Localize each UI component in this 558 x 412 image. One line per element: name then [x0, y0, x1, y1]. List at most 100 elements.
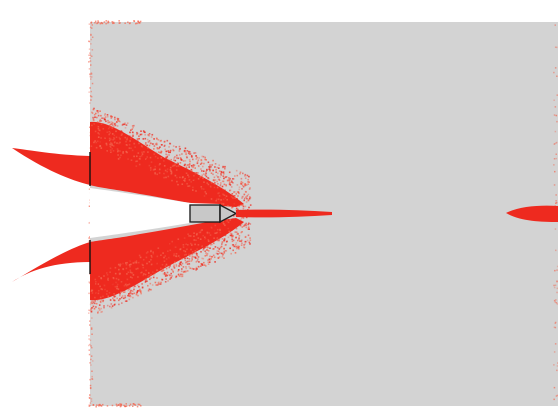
debris-particle [155, 265, 158, 267]
debris-particle [190, 168, 193, 171]
debris-particle [149, 155, 152, 157]
debris-particle [92, 117, 95, 120]
debris-particle [172, 145, 175, 147]
debris-particle [102, 141, 104, 143]
debris-particle [237, 233, 239, 235]
debris-particle [157, 139, 160, 141]
debris-particle [125, 271, 128, 273]
debris-particle [97, 312, 99, 314]
debris-particle [172, 256, 174, 258]
debris-particle [170, 248, 173, 250]
debris-particle [183, 173, 186, 176]
debris-particle [95, 292, 98, 295]
debris-particle [89, 320, 91, 322]
debris-particle [204, 255, 207, 257]
debris-particle [164, 275, 167, 277]
debris-particle [149, 167, 152, 169]
debris-particle [224, 165, 226, 168]
debris-particle [217, 253, 219, 255]
debris-particle [110, 146, 112, 149]
debris-particle [140, 154, 142, 156]
debris-particle [105, 144, 108, 146]
debris-particle [114, 286, 117, 288]
debris-particle [196, 161, 199, 163]
debris-particle [169, 247, 171, 249]
debris-particle [154, 173, 156, 175]
debris-particle [216, 246, 219, 249]
debris-particle [170, 170, 173, 173]
debris-particle [226, 201, 229, 204]
debris-particle [238, 188, 240, 191]
debris-particle [198, 175, 200, 177]
debris-particle [216, 186, 219, 189]
debris-particle [116, 297, 118, 300]
debris-particle [160, 267, 162, 269]
debris-particle [215, 199, 217, 202]
debris-particle [218, 193, 220, 195]
debris-particle [116, 283, 119, 286]
debris-particle [174, 240, 176, 242]
debris-particle [91, 346, 93, 349]
debris-particle [95, 276, 98, 278]
debris-particle [224, 244, 226, 246]
debris-particle [109, 143, 111, 146]
debris-particle [131, 147, 134, 149]
debris-particle [188, 235, 190, 237]
debris-particle [236, 174, 239, 177]
debris-particle [180, 275, 183, 278]
debris-particle [179, 148, 181, 150]
debris-particle [199, 175, 202, 178]
debris-particle [240, 240, 243, 243]
debris-particle [88, 282, 91, 284]
debris-particle [100, 120, 103, 122]
debris-particle [88, 40, 90, 42]
debris-particle [229, 234, 232, 237]
debris-particle [164, 265, 167, 268]
debris-particle [194, 233, 197, 236]
debris-particle [110, 294, 112, 296]
debris-particle [201, 257, 203, 260]
debris-particle [233, 191, 235, 193]
debris-particle [95, 281, 97, 283]
debris-particle [130, 289, 132, 292]
debris-particle [91, 300, 93, 302]
debris-particle [148, 261, 151, 263]
debris-particle [117, 119, 119, 121]
debris-particle [108, 292, 111, 294]
debris-particle [126, 138, 128, 141]
debris-particle [127, 158, 130, 161]
debris-particle [112, 139, 114, 141]
debris-particle [139, 269, 141, 271]
debris-particle [187, 174, 189, 176]
debris-particle [96, 283, 98, 285]
debris-particle [168, 266, 171, 269]
debris-particle [178, 145, 181, 148]
debris-particle [138, 271, 140, 273]
debris-particle [164, 249, 167, 251]
debris-particle [94, 132, 97, 134]
debris-particle [196, 252, 198, 255]
debris-particle [107, 21, 110, 23]
debris-particle [100, 137, 102, 139]
debris-particle [155, 251, 158, 254]
debris-particle [94, 116, 96, 118]
debris-particle [110, 121, 113, 123]
debris-particle [150, 258, 152, 261]
debris-particle [554, 269, 556, 272]
debris-particle [227, 236, 230, 239]
debris-particle [91, 289, 94, 292]
debris-particle [203, 246, 206, 249]
debris-particle [176, 154, 178, 157]
debris-particle [90, 38, 92, 41]
debris-particle [215, 234, 218, 236]
debris-particle [176, 249, 178, 252]
debris-particle [225, 244, 227, 246]
debris-particle [96, 110, 98, 112]
debris-particle [188, 176, 190, 178]
debris-particle [191, 251, 194, 253]
debris-particle [202, 177, 204, 180]
debris-particle [89, 54, 92, 56]
debris-particle [175, 255, 177, 257]
debris-particle [224, 203, 226, 205]
debris-particle [105, 120, 107, 123]
